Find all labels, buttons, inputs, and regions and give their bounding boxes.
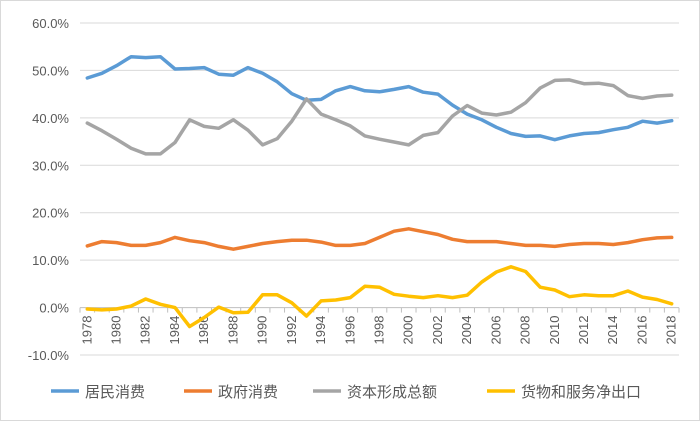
x-tick-label: 1990: [255, 316, 270, 345]
series-line-0: [85, 54, 674, 142]
y-axis-ticks: -10.0% 0.0% 10.0% 20.0% 30.0% 40.0% 50.0% 60.0%: [28, 16, 70, 363]
x-tick-label: 2010: [547, 316, 562, 345]
x-tick-label: 1998: [372, 316, 387, 345]
legend-label: 政府消费: [218, 384, 278, 401]
x-tick-label: 1982: [138, 316, 153, 345]
legend: 居民消费 政府消费 资本形成总额 货物和服务净出口: [51, 384, 641, 401]
x-axis: 1978 1980 1982 1984 1986 1988 1990 1992 1994 1996…: [79, 307, 680, 345]
series-line-1: [85, 227, 674, 251]
x-tick-label: 1984: [167, 316, 182, 345]
series-lines: [85, 54, 674, 329]
x-tick-label: 2004: [459, 316, 474, 345]
legend-item: 资本形成总额: [313, 384, 437, 401]
legend-item: 政府消费: [184, 384, 278, 401]
x-tick-label: 2012: [576, 316, 591, 345]
y-tick-label: -10.0%: [28, 348, 70, 363]
y-tick-label: 30.0%: [32, 158, 69, 173]
legend-label: 货物和服务净出口: [521, 384, 641, 401]
y-tick-label: 20.0%: [32, 206, 69, 221]
x-tick-label: 1994: [313, 316, 328, 345]
x-tick-label: 1988: [225, 316, 240, 345]
x-tick-label: 2006: [488, 316, 503, 345]
y-tick-label: 10.0%: [32, 253, 69, 268]
y-tick-label: 50.0%: [32, 63, 69, 78]
legend-item: 货物和服务净出口: [487, 384, 641, 401]
x-tick-label: 2000: [401, 316, 416, 345]
y-tick-label: 0.0%: [39, 301, 69, 316]
x-tick-label: 2002: [430, 316, 445, 345]
legend-label: 居民消费: [85, 384, 145, 401]
x-tick-label: 1992: [284, 316, 299, 345]
x-tick-label: 1986: [196, 316, 211, 345]
x-tick-label: 1996: [342, 316, 357, 345]
y-tick-label: 40.0%: [32, 111, 69, 126]
x-tick-label: 2018: [664, 316, 679, 345]
x-tick-label: 2016: [634, 316, 649, 345]
x-tick-label: 1978: [79, 316, 94, 345]
legend-label: 资本形成总额: [347, 384, 437, 401]
legend-item: 居民消费: [51, 384, 145, 401]
x-tick-label: 2014: [605, 316, 620, 345]
y-tick-label: 60.0%: [32, 16, 69, 31]
x-tick-label: 1980: [109, 316, 124, 345]
x-tick-label: 2008: [518, 316, 533, 345]
